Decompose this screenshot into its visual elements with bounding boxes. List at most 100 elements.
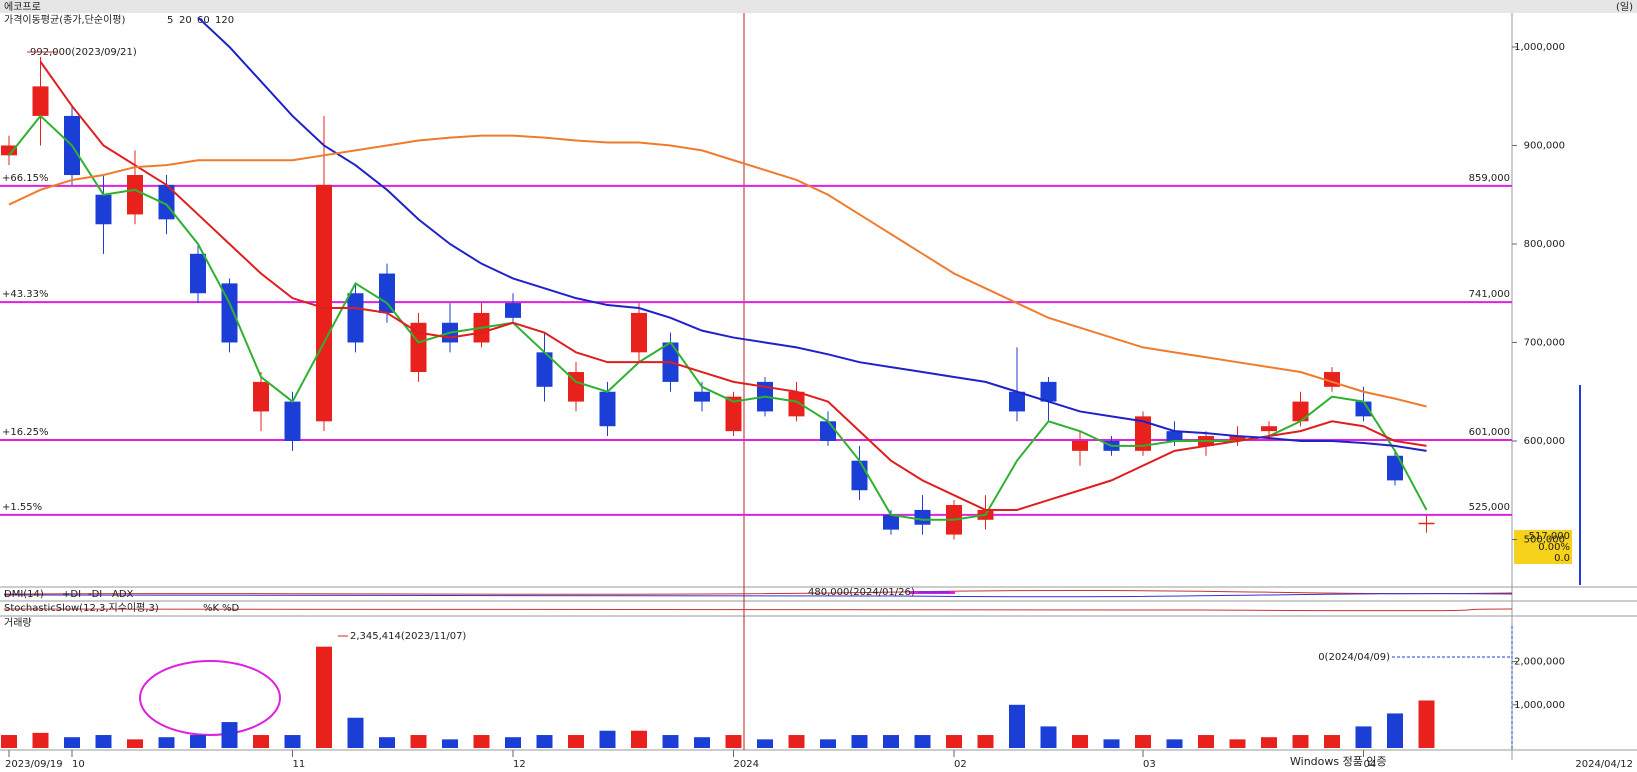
y-tick-label: 900,000 <box>1524 140 1565 151</box>
volume-bar <box>1355 726 1372 748</box>
volume-bar <box>316 646 332 748</box>
dmi-pdi: +DI <box>62 589 81 600</box>
volume-bar <box>95 735 112 748</box>
volume-bar <box>190 735 206 748</box>
low-annotation: 480,000(2024/01/26) <box>808 587 915 598</box>
volume-bar <box>284 735 301 748</box>
candle-body <box>851 460 868 491</box>
moving-average <box>197 16 1427 452</box>
candle-body <box>127 175 143 215</box>
current-other: 0.0 <box>1554 553 1570 564</box>
volume-bar <box>1387 713 1403 748</box>
candle-body <box>1166 431 1183 441</box>
volume-bar <box>757 739 773 748</box>
candle-body <box>631 312 647 353</box>
candle-body <box>190 253 206 294</box>
volume-bar <box>158 737 175 748</box>
volume-bar <box>851 735 868 748</box>
y-tick-label: 800,000 <box>1524 239 1565 250</box>
x-tick-label: 12 <box>513 759 526 770</box>
candle-body <box>32 86 49 116</box>
x-tick-label: 11 <box>293 759 306 770</box>
volume-bar <box>64 737 80 748</box>
volume-peak-annotation: 2,345,414(2023/11/07) <box>350 631 466 642</box>
stochastic-d: %D <box>222 603 240 614</box>
candle-body <box>410 322 427 373</box>
volume-bar <box>631 730 647 748</box>
candle-body <box>788 391 805 417</box>
level-label: 741,000 <box>1469 289 1510 300</box>
stock-name: 에코프로 <box>4 1 41 13</box>
candle-body <box>1292 401 1309 422</box>
candle-body <box>505 303 521 318</box>
volume-bar <box>1072 735 1088 748</box>
volume-bar <box>883 735 899 748</box>
x-tick-label: 02 <box>954 759 967 770</box>
volume-bar <box>1261 737 1277 748</box>
highlight-ellipse <box>139 660 281 736</box>
stochastic-line <box>3 608 1513 612</box>
volume-bar <box>1229 739 1246 748</box>
dmi-adx: ADX <box>112 589 134 600</box>
moving-average <box>8 114 1428 521</box>
level-pct: +66.15% <box>2 173 49 184</box>
x-tick-label: 04 <box>1364 759 1377 770</box>
y-tick-label: 700,000 <box>1524 337 1565 348</box>
volume-bar <box>1009 704 1025 748</box>
volume-bar <box>473 735 490 748</box>
volume-bar <box>1324 735 1340 748</box>
volume-bar <box>1198 735 1214 748</box>
volume-bar <box>1103 739 1120 748</box>
legend-entry: 5 <box>167 15 173 26</box>
current-change: 0.00% <box>1538 542 1570 553</box>
candle-body <box>1040 381 1057 402</box>
candle-body <box>694 391 710 402</box>
candle-body <box>1135 416 1151 451</box>
high-annotation: 992,000(2023/09/21) <box>30 47 137 58</box>
volume-bar <box>1166 739 1183 748</box>
volume-bar <box>1292 735 1309 748</box>
volume-bar <box>442 739 458 748</box>
current-price-box <box>1514 530 1572 564</box>
volume-bar <box>1 735 17 748</box>
level-pct: +1.55% <box>2 502 42 513</box>
y-tick-label: 600,000 <box>1524 436 1565 447</box>
x-tick-label: 03 <box>1143 759 1156 770</box>
level-label: 859,000 <box>1469 173 1510 184</box>
dmi-line <box>3 593 1513 598</box>
volume-bar <box>379 737 395 748</box>
legend-title: 가격이동평균(종가,단순이평) <box>4 13 125 26</box>
moving-average <box>8 134 1427 408</box>
x-tick-label: 2024 <box>734 759 759 770</box>
candle-body <box>253 381 269 412</box>
volume-bar <box>599 730 616 748</box>
candle-body <box>1387 455 1403 481</box>
volume-bar <box>946 735 962 748</box>
volume-bar <box>32 732 49 748</box>
volume-bar <box>977 735 994 748</box>
volume-bar <box>536 735 553 748</box>
y-tick-label: 1,000,000 <box>1514 42 1565 53</box>
level-pct: +43.33% <box>2 289 49 300</box>
candle-body <box>1072 440 1088 451</box>
volume-bar <box>1040 726 1057 748</box>
dmi-line <box>3 589 1513 595</box>
candle-body <box>316 184 332 422</box>
candle-body <box>284 401 301 441</box>
period: (일) <box>1616 1 1633 13</box>
candle-body <box>95 194 112 225</box>
volume-bar <box>788 735 805 748</box>
dmi-title: DMI(14) <box>4 589 44 600</box>
volume-bar <box>1135 735 1151 748</box>
volume-bar <box>568 735 584 748</box>
level-label: 525,000 <box>1469 502 1510 513</box>
legend-entry: 120 <box>215 15 234 26</box>
volume-bar <box>505 737 521 748</box>
volume-bar <box>127 739 143 748</box>
candle-body <box>1229 436 1246 441</box>
candle-body <box>536 352 553 387</box>
stochastic-k: %K <box>203 603 220 614</box>
candle-body <box>1355 401 1372 417</box>
title-bar <box>0 0 1637 13</box>
volume-bar <box>253 735 269 748</box>
